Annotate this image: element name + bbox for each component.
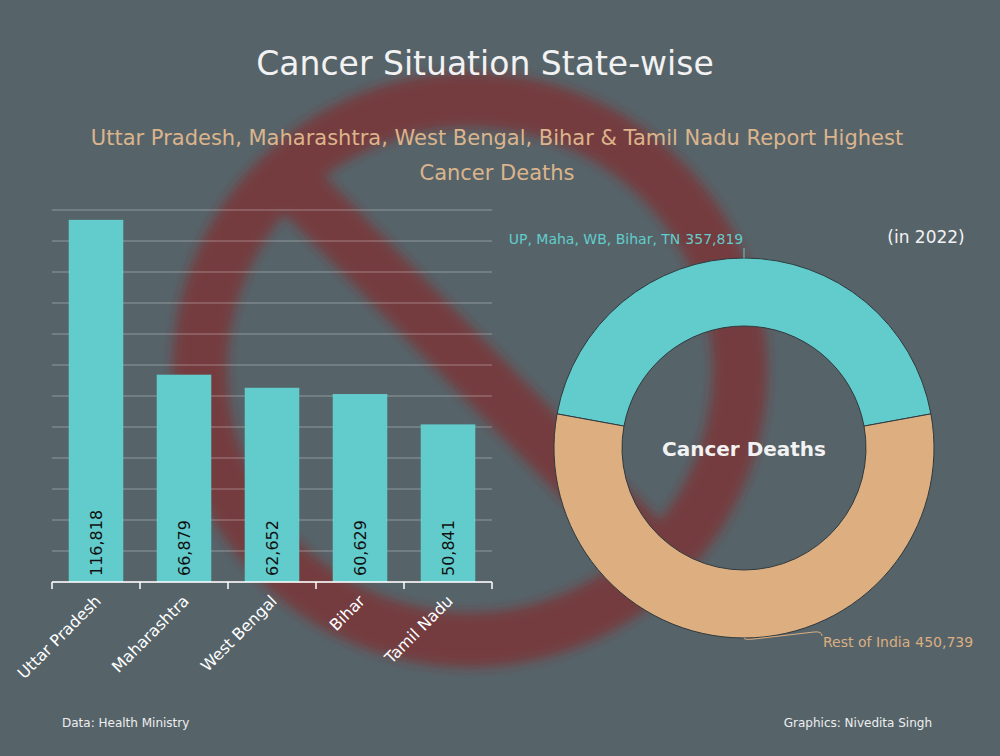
donut-label: UP, Maha, WB, Bihar, TN357,819: [509, 231, 743, 247]
x-tick: [491, 582, 493, 589]
data-label: 60,629: [351, 520, 370, 576]
donut-label-category: UP, Maha, WB, Bihar, TN: [509, 231, 681, 247]
grid: [52, 210, 492, 582]
credit: Graphics: Nivedita Singh: [784, 716, 932, 730]
leader-line: [744, 632, 822, 640]
donut-slice: [557, 258, 931, 426]
bar: [333, 394, 388, 582]
x-tick: [227, 582, 229, 589]
x-tick-label: Bihar: [326, 591, 369, 634]
data-labels: 116,818 66,879 62,652 60,629 50,841: [87, 510, 458, 576]
leader-line: [744, 248, 745, 258]
donut-label-group: Rest of India 450,739: [744, 632, 973, 650]
title: Cancer Situation State-wise: [256, 44, 714, 83]
grid-line: [52, 582, 492, 583]
donut-label-value: 357,819: [685, 231, 743, 247]
chart-root: Cancer Situation State-wise Uttar Pradesh…: [0, 0, 1000, 756]
donut-center-label: Cancer Deaths: [662, 437, 826, 461]
x-tick: [139, 582, 141, 589]
x-tick: [315, 582, 317, 589]
x-tick-label: Tamil Nadu: [380, 591, 457, 668]
donut-slice: [554, 414, 934, 638]
x-tick: [51, 582, 53, 589]
bar: [245, 388, 300, 582]
donut-label-category: Rest of India: [823, 634, 910, 650]
donut: [554, 258, 934, 638]
x-axis: Uttar PradeshMaharashtraWest Bengal Bihar…: [14, 582, 492, 683]
bar: [421, 424, 476, 582]
source: Data: Health Ministry: [62, 716, 189, 730]
subtitle: Uttar Pradesh, Maharashtra, West Bengal,…: [91, 126, 903, 185]
background: [0, 0, 1000, 756]
x-tick-label: Maharashtra: [108, 591, 193, 676]
bar: [69, 220, 124, 582]
x-axis-line: [52, 581, 492, 583]
subtitle-line: Uttar Pradesh, Maharashtra, West Bengal,…: [91, 126, 903, 150]
bar: [157, 375, 212, 582]
donut-label-group: UP, Maha, WB, Bihar, TN357,819: [509, 231, 744, 258]
x-tick-label: Uttar Pradesh: [14, 591, 105, 682]
data-label: 50,841: [439, 520, 458, 576]
grid-line: [52, 210, 492, 211]
data-label: 62,652: [263, 520, 282, 576]
subtitle-line: Cancer Deaths: [419, 161, 574, 185]
x-tick-label: West Bengal: [197, 591, 281, 675]
bars: [69, 220, 476, 582]
donut-label-value: 450,739: [915, 634, 973, 650]
data-label: 66,879: [175, 520, 194, 576]
data-label: 116,818: [87, 510, 106, 576]
donut-label: Rest of India 450,739: [823, 634, 973, 650]
annotation: (in 2022): [887, 227, 964, 247]
x-tick: [403, 582, 405, 589]
